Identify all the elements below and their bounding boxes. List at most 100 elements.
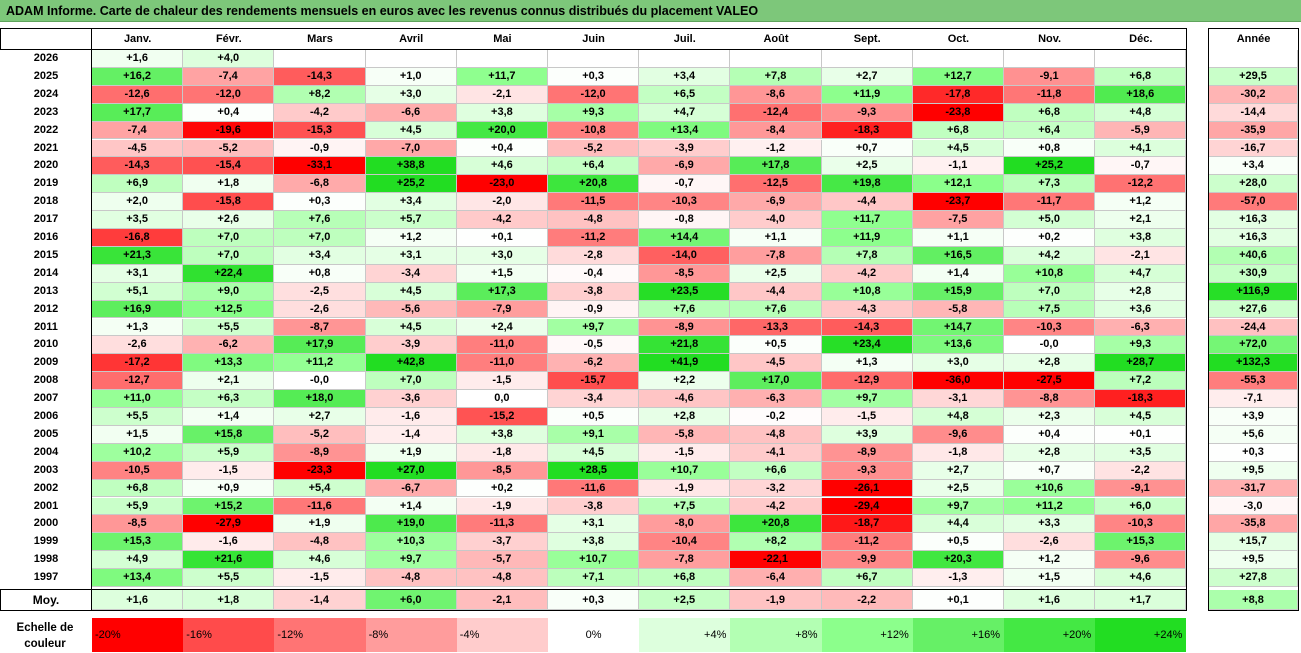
heat-cell: -14,3: [821, 318, 913, 337]
year-column-header: Année: [1236, 33, 1271, 45]
heat-cell: -6,6: [365, 103, 457, 122]
heat-cell: +3,4: [274, 246, 366, 265]
heat-cell: +9,3: [548, 103, 640, 122]
heat-cell: +11,7: [456, 67, 548, 86]
heat-cell: -7,0: [365, 139, 457, 158]
heat-cell: -1,4: [365, 425, 457, 444]
heat-cell: -9,3: [821, 461, 913, 480]
heat-cell: -0,5: [548, 336, 640, 355]
color-scale-swatch: +4%: [639, 618, 731, 652]
heat-cell: +3,5: [1095, 443, 1187, 462]
heat-cell: +16,9: [92, 300, 184, 319]
heat-cell: +6,8: [1004, 103, 1096, 122]
heat-cell: [1095, 50, 1187, 68]
heat-cell: -5,8: [639, 425, 731, 444]
heat-cell: -27,9: [183, 515, 275, 534]
annual-cell: +29,5: [1209, 67, 1298, 86]
heat-cell: -7,8: [730, 246, 822, 265]
heat-cell: +5,7: [365, 211, 457, 229]
heat-cell: +5,5: [183, 318, 275, 337]
heat-cell: -6,3: [1095, 318, 1187, 337]
heat-cell: +10,8: [821, 282, 913, 301]
heat-cell: +0,9: [183, 479, 275, 498]
heat-cell: -23,3: [274, 461, 366, 480]
heat-cell: +4,5: [548, 443, 640, 462]
heat-cell: +3,0: [912, 354, 1004, 373]
year-label: 2003: [33, 463, 59, 476]
heat-cell: +17,3: [456, 282, 548, 301]
heat-cell: +0,1: [456, 229, 548, 247]
heat-cell: +23,4: [821, 336, 913, 355]
heat-cell: +6,5: [639, 85, 731, 104]
heat-cell: -3,6: [365, 390, 457, 408]
heat-cell: +7,0: [183, 229, 275, 247]
heat-cell: -4,8: [456, 569, 548, 587]
heat-cell: +12,1: [912, 175, 1004, 194]
heat-cell: -12,0: [548, 85, 640, 104]
heat-cell: -3,8: [548, 282, 640, 301]
heat-cell: +10,7: [548, 551, 640, 570]
heat-cell: +10,8: [1004, 264, 1096, 283]
heat-cell: +5,5: [92, 408, 184, 426]
heat-cell: +7,8: [730, 67, 822, 86]
annual-cell: +27,8: [1209, 569, 1298, 587]
year-label: 2022: [33, 123, 59, 136]
heat-cell: +4,5: [912, 139, 1004, 158]
heat-cell: +11,0: [92, 390, 184, 408]
year-label: 2012: [33, 302, 59, 315]
heat-cell: -18,3: [1095, 390, 1187, 408]
heat-cell: +0,4: [1004, 425, 1096, 444]
heat-cell: +4,5: [1095, 408, 1187, 426]
heat-cell: -1,1: [912, 157, 1004, 176]
heat-cell: +2,8: [1095, 282, 1187, 301]
heat-cell: +7,0: [274, 229, 366, 247]
annual-cell: +0,3: [1209, 443, 1298, 462]
heat-cell: +7,5: [1004, 300, 1096, 319]
heat-cell: +4,0: [183, 50, 275, 68]
heat-cell: +20,3: [912, 551, 1004, 570]
heat-cell: -12,5: [730, 175, 822, 194]
heat-cell: +7,2: [1095, 372, 1187, 391]
heat-cell: +18,6: [1095, 85, 1187, 104]
heat-cell: -4,5: [92, 139, 184, 158]
annual-cell: -16,7: [1209, 139, 1298, 158]
heat-cell: -10,3: [1095, 515, 1187, 534]
heat-cell: -0,0: [1004, 336, 1096, 355]
heat-cell: +3,1: [548, 515, 640, 534]
heat-cell: -0,9: [274, 139, 366, 158]
heat-cell: [548, 50, 640, 68]
heat-cell: -8,9: [821, 443, 913, 462]
heat-cell: +8,2: [274, 85, 366, 104]
heat-cell: -14,3: [92, 157, 184, 176]
heat-cell: -18,3: [821, 121, 913, 140]
annual-cell: [1209, 50, 1298, 68]
annual-cell: +16,3: [1209, 229, 1298, 247]
heat-cell: +1,4: [912, 264, 1004, 283]
heat-cell: [821, 50, 913, 68]
heat-cell: -4,8: [730, 425, 822, 444]
heat-cell: +7,6: [639, 300, 731, 319]
heat-cell: -33,1: [274, 157, 366, 176]
heat-cell: -9,9: [821, 551, 913, 570]
heat-cell: -22,1: [730, 551, 822, 570]
heat-cell: -9,6: [912, 425, 1004, 444]
heat-cell: -12,6: [92, 85, 184, 104]
heat-cell: -7,8: [639, 551, 731, 570]
month-header: Avril: [399, 33, 424, 45]
heat-cell: +3,0: [365, 85, 457, 104]
heat-cell: -4,6: [639, 390, 731, 408]
color-scale-label: Echelle de couleur: [16, 622, 74, 650]
year-label: 2013: [33, 284, 59, 297]
month-header: Mars: [307, 33, 333, 45]
heat-cell: +28,7: [1095, 354, 1187, 373]
heat-cell: +6,4: [548, 157, 640, 176]
heat-cell: -15,3: [274, 121, 366, 140]
heat-cell: +3,6: [1095, 300, 1187, 319]
heat-cell: -11,6: [548, 479, 640, 498]
heat-cell: -12,4: [730, 103, 822, 122]
heat-cell: -15,4: [183, 157, 275, 176]
heat-cell: -26,1: [821, 479, 913, 498]
annual-cell: -35,8: [1209, 515, 1298, 534]
heat-cell: +0,5: [912, 533, 1004, 552]
heat-cell: -8,7: [274, 318, 366, 337]
